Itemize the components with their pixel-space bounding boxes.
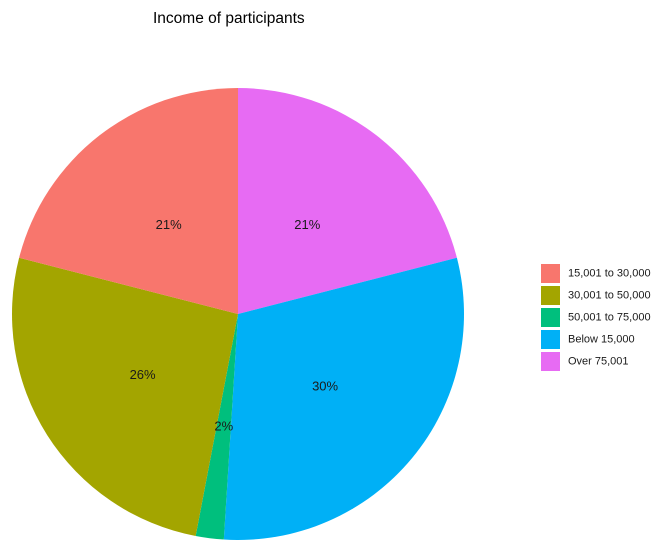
slice-percent-label: 26% — [130, 367, 156, 382]
legend-label: Over 75,001 — [568, 356, 629, 368]
pie-slice-below-15-000 — [223, 257, 464, 540]
pie-slice-labels: 21% 30% 2% 26% 21% — [130, 217, 339, 433]
chart-title: Income of participants — [153, 10, 305, 27]
legend-swatch — [541, 330, 560, 349]
legend-swatch — [541, 308, 560, 327]
pie-slice-15-001-to-30-000 — [19, 87, 238, 315]
pie-slice-50-001-to-75-000 — [195, 314, 238, 540]
legend-swatch — [541, 286, 560, 305]
legend-swatch — [541, 352, 560, 371]
pie-slice-over-75-001 — [238, 88, 457, 314]
pie-slices — [11, 87, 464, 540]
legend-label: Below 15,000 — [568, 334, 635, 346]
legend: 15,001 to 30,000 30,001 to 50,000 50,001 t… — [541, 264, 651, 371]
slice-percent-label: 21% — [294, 217, 320, 232]
legend-label: 15,001 to 30,000 — [568, 268, 651, 280]
slice-percent-label: 2% — [214, 419, 233, 434]
slice-percent-label: 21% — [156, 217, 182, 232]
legend-swatch — [541, 264, 560, 283]
pie-slice-30-001-to-50-000 — [11, 257, 239, 536]
legend-label: 30,001 to 50,000 — [568, 290, 651, 302]
slice-percent-label: 30% — [312, 379, 338, 394]
legend-label: 50,001 to 75,000 — [568, 312, 651, 324]
